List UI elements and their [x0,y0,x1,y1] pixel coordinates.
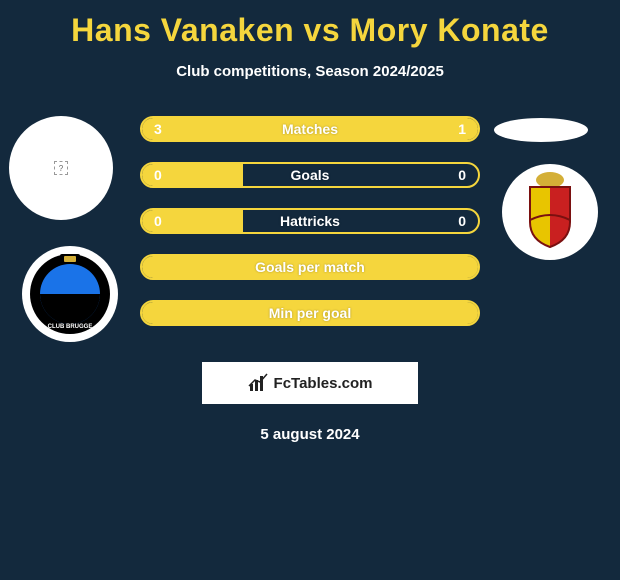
comparison-chart: ? CLUB BRUGGE Matches31Goals00Hattricks0… [0,116,620,348]
bar-left-value: 0 [154,164,162,186]
avatar-placeholder-icon: ? [54,161,68,175]
bar-row: Matches3 1 [140,116,480,142]
player2-avatar [494,118,588,142]
brand-chart-icon [248,372,270,394]
bar-label: Hattricks [142,210,478,232]
club1-badge-icon: CLUB BRUGGE [20,244,120,344]
bar-right-value: 0 [458,210,466,232]
bars-container: Matches31Goals00Hattricks00Goals per mat… [140,116,480,346]
bar-row: Min per goal [140,300,480,326]
bar-label: Goals [142,164,478,186]
bar-label: Matches [142,118,478,140]
date-line: 5 august 2024 [0,404,620,443]
svg-text:CLUB BRUGGE: CLUB BRUGGE [48,324,93,330]
bar-right-value: 1 [458,118,466,140]
brand-text: FcTables.com [274,375,373,392]
brand-box: FcTables.com [202,362,418,404]
bar-left-value: 0 [154,210,162,232]
bar-label: Goals per match [142,256,478,278]
page-title: Hans Vanaken vs Mory Konate [0,0,620,49]
club2-badge-icon [500,162,600,262]
bar-label: Min per goal [142,302,478,324]
subtitle: Club competitions, Season 2024/2025 [0,49,620,80]
bar-row: Goals0 0 [140,162,480,188]
bar-right-value: 0 [458,164,466,186]
player1-avatar: ? [9,116,113,220]
bar-left-value: 3 [154,118,162,140]
bar-row: Hattricks0 0 [140,208,480,234]
bar-row: Goals per match [140,254,480,280]
